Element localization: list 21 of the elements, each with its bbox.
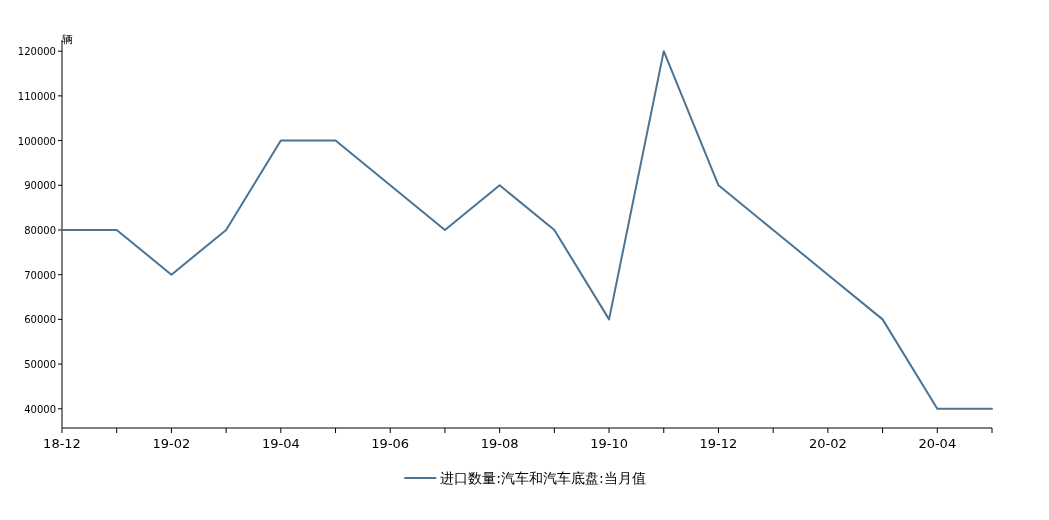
x-tick-label: 18-12: [43, 436, 81, 451]
x-tick-label: 19-04: [261, 436, 300, 451]
y-tick-label: 100000: [17, 135, 56, 147]
x-tick-label: 19-08: [480, 436, 519, 451]
y-tick-label: 110000: [17, 90, 56, 102]
y-tick-label: 50000: [24, 359, 56, 371]
x-tick-label: 19-02: [152, 436, 191, 451]
x-tick-label: 19-10: [590, 436, 628, 451]
y-tick-label: 40000: [24, 403, 56, 415]
y-tick-label: 120000: [17, 46, 56, 58]
legend-label: 进口数量:汽车和汽车底盘:当月值: [440, 470, 646, 486]
x-tick-label: 19-06: [371, 436, 410, 451]
line-series: [61, 50, 993, 410]
x-tick-label: 20-02: [808, 436, 847, 451]
y-tick-label: 90000: [24, 180, 56, 192]
y-axis-title: 辆: [62, 33, 73, 46]
y-tick-label: 80000: [24, 224, 56, 236]
y-tick-label: 60000: [24, 314, 56, 326]
y-tick-label: 70000: [24, 269, 56, 281]
x-tick-label: 20-04: [918, 436, 957, 451]
x-tick-label: 19-12: [699, 436, 738, 451]
